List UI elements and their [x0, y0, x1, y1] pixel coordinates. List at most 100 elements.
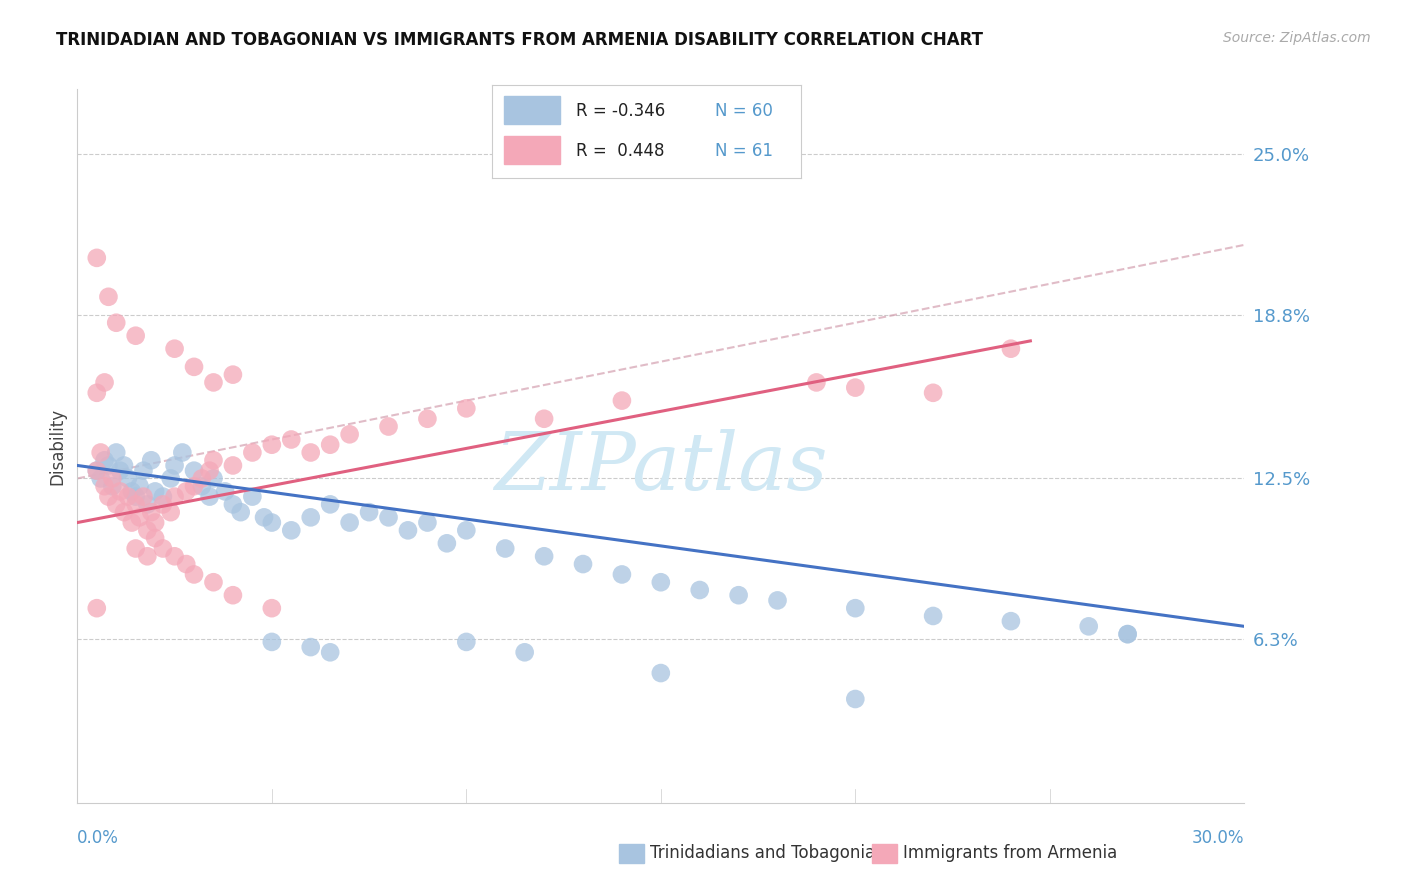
Point — [299, 510, 322, 524]
Point — [143, 484, 166, 499]
Point — [1116, 627, 1139, 641]
Point — [222, 497, 245, 511]
Point — [844, 601, 866, 615]
Point — [806, 376, 828, 390]
Point — [101, 471, 124, 485]
Point — [844, 692, 866, 706]
Point — [136, 549, 159, 564]
Point — [456, 635, 478, 649]
Point — [159, 471, 181, 485]
Point — [86, 464, 108, 478]
Point — [183, 479, 205, 493]
Point — [533, 411, 555, 425]
Point — [121, 484, 143, 499]
Text: TRINIDADIAN AND TOBAGONIAN VS IMMIGRANTS FROM ARMENIA DISABILITY CORRELATION CHA: TRINIDADIAN AND TOBAGONIAN VS IMMIGRANTS… — [56, 31, 983, 49]
Point — [97, 458, 120, 473]
Point — [202, 471, 225, 485]
Point — [174, 484, 197, 499]
Point — [222, 588, 245, 602]
Point — [163, 549, 186, 564]
Point — [650, 666, 672, 681]
Point — [183, 359, 205, 374]
Point — [128, 479, 150, 493]
Point — [1116, 627, 1139, 641]
Point — [90, 471, 112, 485]
Point — [572, 557, 595, 571]
Text: 30.0%: 30.0% — [1192, 830, 1244, 847]
Point — [202, 453, 225, 467]
Point — [86, 385, 108, 400]
Bar — [505, 96, 560, 124]
Point — [191, 479, 214, 493]
Text: ZIPatlas: ZIPatlas — [494, 429, 828, 506]
Point — [533, 549, 555, 564]
Point — [108, 464, 131, 478]
Point — [1000, 614, 1022, 628]
Point — [152, 490, 174, 504]
Point — [152, 497, 174, 511]
Point — [112, 505, 135, 519]
Point — [396, 524, 419, 538]
Point — [610, 393, 633, 408]
Point — [377, 419, 399, 434]
Point — [105, 497, 128, 511]
Point — [513, 645, 536, 659]
Text: R = -0.346: R = -0.346 — [575, 102, 665, 120]
Point — [132, 464, 155, 478]
Point — [242, 445, 264, 459]
Point — [124, 490, 148, 504]
Point — [253, 510, 276, 524]
Point — [922, 385, 945, 400]
Point — [1000, 342, 1022, 356]
Point — [112, 458, 135, 473]
Point — [299, 445, 322, 459]
Point — [152, 541, 174, 556]
Text: Immigrants from Armenia: Immigrants from Armenia — [903, 844, 1116, 862]
Point — [456, 524, 478, 538]
Point — [377, 510, 399, 524]
Point — [436, 536, 458, 550]
Point — [416, 411, 439, 425]
Point — [214, 484, 236, 499]
Point — [222, 458, 245, 473]
Point — [174, 557, 197, 571]
Point — [117, 471, 139, 485]
Point — [359, 505, 381, 519]
Text: N = 61: N = 61 — [714, 142, 773, 161]
Point — [280, 433, 302, 447]
Text: R =  0.448: R = 0.448 — [575, 142, 664, 161]
Point — [105, 445, 128, 459]
Point — [143, 531, 166, 545]
Point — [260, 516, 283, 530]
Point — [183, 464, 205, 478]
Point — [319, 497, 342, 511]
Text: Source: ZipAtlas.com: Source: ZipAtlas.com — [1223, 31, 1371, 45]
Point — [86, 601, 108, 615]
Point — [163, 342, 186, 356]
Point — [650, 575, 672, 590]
Point — [86, 464, 108, 478]
Point — [159, 505, 181, 519]
Text: N = 60: N = 60 — [714, 102, 773, 120]
Point — [260, 438, 283, 452]
Bar — [505, 136, 560, 164]
Point — [105, 316, 128, 330]
Point — [202, 575, 225, 590]
Point — [229, 505, 252, 519]
Point — [456, 401, 478, 416]
Point — [494, 541, 516, 556]
Point — [128, 510, 150, 524]
Point — [97, 490, 120, 504]
Point — [124, 497, 148, 511]
Point — [117, 490, 139, 504]
Point — [141, 453, 163, 467]
Point — [339, 516, 361, 530]
Point — [689, 582, 711, 597]
Point — [121, 516, 143, 530]
Point — [136, 497, 159, 511]
Point — [141, 505, 163, 519]
Point — [108, 484, 131, 499]
Point — [339, 427, 361, 442]
Point — [124, 328, 148, 343]
Point — [1077, 619, 1099, 633]
